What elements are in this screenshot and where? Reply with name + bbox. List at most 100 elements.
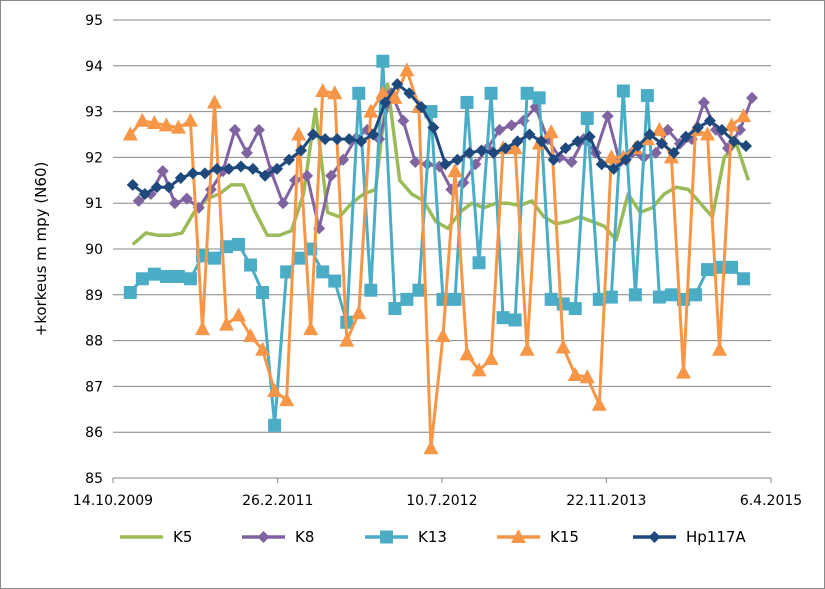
data-point — [328, 274, 342, 288]
data-point — [543, 124, 559, 139]
data-point — [688, 288, 702, 302]
x-tick-label: 6.4.2015 — [740, 493, 802, 509]
data-point — [355, 135, 368, 148]
data-point — [583, 130, 596, 143]
data-point — [158, 117, 174, 132]
data-point — [592, 292, 606, 306]
data-point — [168, 197, 181, 210]
data-point — [520, 86, 534, 100]
data-point — [535, 135, 548, 148]
data-point — [471, 362, 487, 377]
data-point — [601, 110, 614, 123]
data-point — [301, 169, 314, 182]
data-point — [315, 82, 331, 97]
data-point — [679, 130, 692, 143]
data-point — [295, 144, 308, 157]
data-point — [700, 126, 716, 141]
data-point — [147, 267, 161, 281]
data-point — [651, 121, 667, 136]
data-point — [271, 162, 284, 175]
data-point — [170, 119, 186, 134]
data-point — [424, 105, 438, 119]
data-point — [667, 146, 680, 159]
data-point — [307, 128, 320, 141]
y-tick-label: 93 — [85, 105, 103, 121]
data-point — [303, 321, 319, 336]
series-k5 — [131, 82, 751, 246]
data-point — [739, 139, 752, 152]
data-point — [258, 169, 271, 182]
y-tick-label: 94 — [85, 59, 103, 75]
data-point — [580, 111, 594, 125]
data-point — [483, 350, 499, 365]
data-point — [423, 440, 439, 455]
data-point — [591, 396, 607, 411]
data-point — [367, 128, 380, 141]
data-point — [126, 178, 139, 191]
series-hp117a — [126, 78, 752, 201]
data-point — [375, 85, 391, 100]
data-point — [268, 418, 282, 432]
data-point — [280, 265, 294, 279]
data-point — [376, 54, 390, 68]
data-point — [387, 89, 403, 104]
data-point — [206, 94, 222, 109]
data-point — [180, 192, 193, 205]
data-point — [427, 121, 440, 134]
data-point — [279, 392, 295, 407]
data-point — [607, 162, 620, 175]
data-point — [400, 292, 414, 306]
data-point — [243, 328, 259, 343]
y-tick-labels: 85 86 87 88 89 90 91 92 93 94 95 — [85, 13, 103, 487]
data-point — [616, 84, 630, 98]
legend: K5 K8 K13 K15 Hp117A — [120, 528, 746, 546]
data-point — [652, 290, 666, 304]
x-tick-label: 10.7.2012 — [406, 493, 477, 509]
data-point — [234, 160, 247, 173]
data-point — [132, 194, 145, 207]
data-point — [198, 167, 211, 180]
data-point — [595, 158, 608, 171]
legend-label: K13 — [418, 528, 447, 546]
data-point — [655, 137, 668, 150]
legend-item: K5 — [120, 528, 192, 546]
data-point — [325, 169, 338, 182]
data-point — [463, 146, 476, 159]
data-point — [228, 123, 241, 136]
data-point — [712, 341, 728, 356]
data-point — [631, 139, 644, 152]
data-point — [737, 272, 751, 286]
data-point — [628, 288, 642, 302]
legend-marker — [511, 529, 526, 543]
data-point — [487, 146, 500, 159]
data-point — [183, 272, 197, 286]
data-point — [231, 307, 247, 322]
data-point — [435, 328, 451, 343]
data-point — [649, 146, 662, 159]
data-point — [291, 126, 307, 141]
data-point — [246, 162, 259, 175]
legend-item: K8 — [242, 528, 314, 546]
y-tick-label: 92 — [85, 150, 103, 166]
data-point — [499, 142, 512, 155]
data-point — [343, 133, 356, 146]
data-point — [403, 87, 416, 100]
data-point — [619, 153, 632, 166]
data-point — [397, 114, 410, 127]
data-point — [327, 85, 343, 100]
data-point — [364, 283, 378, 297]
data-point — [134, 112, 150, 127]
data-point — [123, 286, 137, 300]
y-tick-label: 89 — [85, 288, 103, 304]
data-point — [207, 251, 221, 265]
y-tick-label: 85 — [85, 471, 103, 487]
data-point — [439, 158, 452, 171]
data-point — [568, 302, 582, 316]
data-point — [138, 188, 151, 201]
data-point — [412, 283, 426, 297]
data-point — [664, 288, 678, 302]
data-point — [337, 153, 350, 166]
data-point — [643, 128, 656, 141]
data-point — [339, 332, 355, 347]
